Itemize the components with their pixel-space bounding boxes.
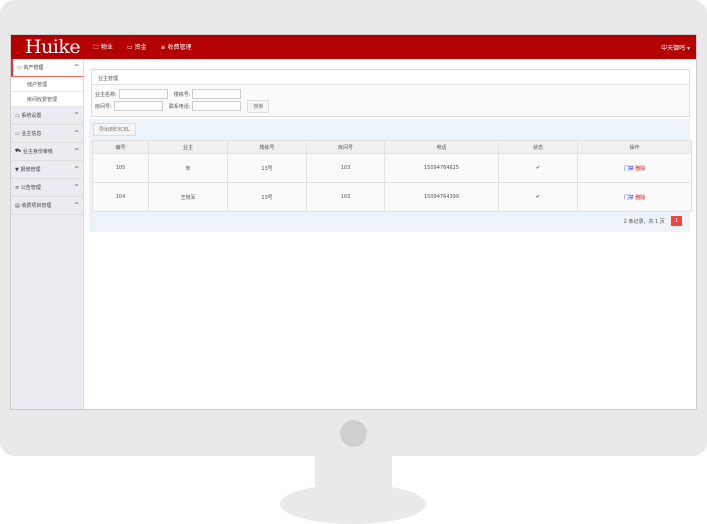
money-icon: ▭ xyxy=(126,43,135,51)
user-menu[interactable]: 中天御鸣 ▾ xyxy=(661,44,690,52)
access-link[interactable]: 门禁 xyxy=(623,194,634,201)
logo: Huike xyxy=(25,36,81,58)
list-icon: ≡ xyxy=(160,43,168,51)
table-row: 104 王晓军 13号 103 15094764399 ✔ 门禁 删除 xyxy=(92,182,692,212)
nav-item[interactable]: ≡ 收费管理 xyxy=(160,43,192,51)
table-cell: 朱 xyxy=(148,153,228,183)
sidebar-item[interactable]: ⛟ 业主身份审核 ^ xyxy=(11,143,83,161)
monitor-button xyxy=(340,420,367,447)
table-cell: 103 xyxy=(306,182,385,212)
laptop-icon: ▭ xyxy=(15,130,22,137)
cart-icon: ⛟ xyxy=(15,148,23,154)
sidebar-subitem[interactable]: 房间收费管理 xyxy=(11,92,83,107)
laptop-icon: ▭ xyxy=(15,112,22,119)
file-icon: ▤ xyxy=(15,202,22,209)
export-excel-button[interactable]: 导出到EXCEL xyxy=(93,123,136,136)
building-input[interactable] xyxy=(192,89,242,99)
sidebar-item[interactable]: ▭ 业主信息 ^ xyxy=(11,125,83,143)
delete-link[interactable]: 删除 xyxy=(635,165,646,172)
main-content: 业主管理 业主名称: 楼栋号: 房间号: 联系电话: 搜索 导出到EXCEL 编… xyxy=(85,59,696,409)
building-label: 楼栋号: xyxy=(173,91,191,98)
column-header: 操作 xyxy=(577,140,692,154)
laptop-icon: ▭ xyxy=(17,64,24,71)
pagination: 2 条记录，共 1 页 1 xyxy=(624,216,682,226)
actions-cell: 门禁 删除 xyxy=(577,153,692,183)
nav-item[interactable]: 🗀 物业 xyxy=(93,43,113,51)
sidebar-item[interactable]: ▭ 资产管理 ^ xyxy=(11,59,83,77)
column-header: 电话 xyxy=(384,140,499,154)
actions-cell: 门禁 删除 xyxy=(577,182,692,212)
table-cell: 13号 xyxy=(227,153,307,183)
panel-title: 业主管理 xyxy=(92,70,689,85)
chevron-up-icon: ^ xyxy=(73,130,79,137)
column-header: 楼栋号 xyxy=(227,140,307,154)
search-panel: 业主管理 业主名称: 楼栋号: 房间号: 联系电话: 搜索 xyxy=(91,69,690,117)
room-label: 房间号: xyxy=(95,103,112,110)
pagination-summary: 2 条记录，共 1 页 xyxy=(623,218,665,225)
delete-link[interactable]: 删除 xyxy=(635,194,646,201)
column-header: 业主 xyxy=(148,140,228,154)
sidebar-subitem[interactable]: 储户管理 xyxy=(11,77,83,92)
chevron-up-icon: ^ xyxy=(73,64,79,71)
page-button[interactable]: 1 xyxy=(670,216,682,226)
list-icon: ≡ xyxy=(15,184,21,191)
column-header: 状态 xyxy=(498,140,578,154)
column-header: 编号 xyxy=(92,140,149,154)
table-cell: 15094764399 xyxy=(384,182,499,212)
phone-label: 联系电话: xyxy=(168,103,191,110)
table-cell: 13号 xyxy=(227,182,307,212)
access-link[interactable]: 门禁 xyxy=(623,165,634,172)
search-button[interactable]: 搜索 xyxy=(247,99,270,113)
top-header: Huike 🗀 物业 ▭ 资金 ≡ 收费管理 中天御鸣 ▾ xyxy=(11,35,696,59)
table-cell: 103 xyxy=(306,153,385,183)
screen: Huike 🗀 物业 ▭ 资金 ≡ 收费管理 中天御鸣 ▾ ▭ 资产管理 ^ 储户管理房… xyxy=(10,34,697,410)
chevron-up-icon: ^ xyxy=(73,202,79,209)
sidebar: ▭ 资产管理 ^ 储户管理 房间收费管理 ▭ 系统设置 ^ ▭ 业主信息 ^ ⛟ 业主身份审核 ^… xyxy=(11,59,84,409)
table-row: 105 朱 13号 103 15094764625 ✔ 门禁 删除 xyxy=(92,153,692,183)
sidebar-item[interactable]: ▭ 系统设置 ^ xyxy=(11,107,83,125)
owner-table: 编号 业主 楼栋号 房间号 电话 状态 操作 105 朱 13号 103 15094764625 ✔ 门… xyxy=(92,140,692,212)
filter-icon: ▼ xyxy=(15,166,21,173)
sidebar-item[interactable]: ≡ 公告管理 ^ xyxy=(11,179,83,197)
table-cell: 15094764625 xyxy=(384,153,499,183)
phone-input[interactable] xyxy=(192,101,242,111)
nav-item[interactable]: ▭ 资金 xyxy=(126,43,147,51)
folder-icon: 🗀 xyxy=(93,43,101,51)
table-cell: 105 xyxy=(92,153,149,183)
chevron-up-icon: ^ xyxy=(73,166,79,173)
chevron-up-icon: ^ xyxy=(73,184,79,191)
table-cell: 王晓军 xyxy=(148,182,228,212)
room-input[interactable] xyxy=(113,101,163,111)
monitor-base xyxy=(280,484,426,524)
table-cell: ✔ xyxy=(498,182,578,212)
table-area: 导出到EXCEL 编号 业主 楼栋号 房间号 电话 状态 操作 105 朱 13号 103 1509… xyxy=(89,119,692,232)
table-cell: ✔ xyxy=(498,153,578,183)
sidebar-item[interactable]: ▤ 收费项目管理 ^ xyxy=(11,197,83,215)
owner-label: 业主名称: xyxy=(95,91,117,98)
column-header: 房间号 xyxy=(306,140,385,154)
table-cell: 104 xyxy=(92,182,149,212)
top-nav: 🗀 物业 ▭ 资金 ≡ 收费管理 xyxy=(93,42,191,53)
owner-input[interactable] xyxy=(118,89,168,99)
chevron-up-icon: ^ xyxy=(73,148,79,155)
sidebar-item[interactable]: ▼ 报修管理 ^ xyxy=(11,161,83,179)
chevron-up-icon: ^ xyxy=(73,112,79,119)
